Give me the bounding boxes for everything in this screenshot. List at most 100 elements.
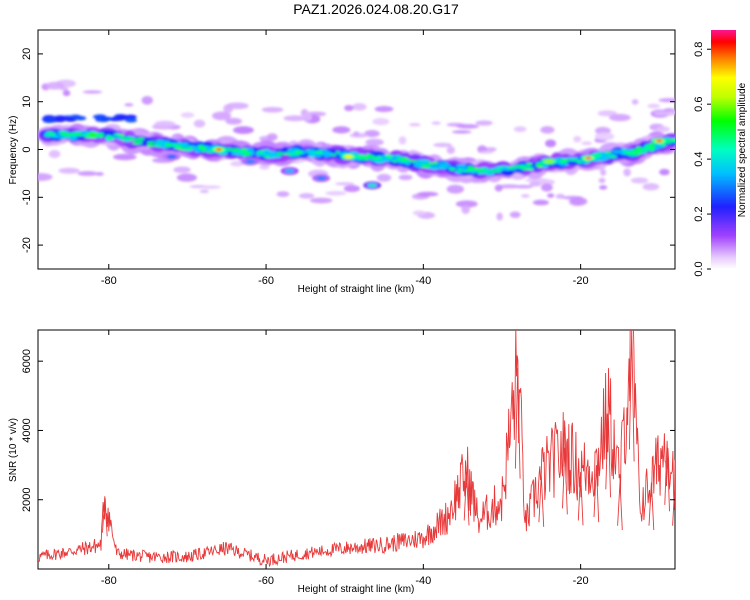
spectrogram-noise-patch (332, 126, 351, 134)
spectrogram-noise-patch (261, 106, 284, 113)
spectrogram-noise-patch (496, 212, 503, 221)
spectrogram-noise-patch (581, 141, 593, 146)
spectrogram-noise-patch (199, 189, 209, 194)
spectrogram-ridge-cell (648, 143, 656, 146)
spectrogram-noise-patch (193, 119, 206, 128)
spectrogram-ridge-cell (427, 162, 434, 166)
spectrogram-x-ticks: -80 -60 -40 -20 (101, 30, 589, 287)
spectrogram-noise-patch (573, 135, 582, 143)
spectrogram-x-label: Height of straight line (km) (298, 284, 415, 295)
spectrogram-noise-patch (480, 150, 494, 154)
spectrogram-ridge-cell (391, 160, 398, 163)
spectrogram-noise-patch (398, 136, 407, 145)
snr-x-tick-label: -40 (415, 575, 431, 587)
spectrogram-noise-patch (456, 124, 479, 129)
spectrogram-noise-patch (372, 118, 390, 126)
spectrogram-ridge-cell (457, 168, 463, 172)
spectrogram-ridge-cell (644, 145, 651, 148)
spectrogram-noise-patch (642, 183, 660, 191)
spectrogram-y-tick-label: 10 (21, 96, 33, 108)
snr-series-line (38, 330, 675, 568)
spectrogram-hotspot (546, 160, 553, 163)
spectrogram-ridge-cell (240, 153, 248, 156)
spectrogram-x-tick-label: -80 (101, 275, 117, 287)
spectrogram-ridge-cell (147, 143, 153, 147)
spectrogram-noise-patch (599, 185, 608, 190)
spectrogram-ridge-cell (232, 148, 240, 151)
spectrogram-ridge-cell (497, 166, 504, 169)
spectrogram-noise-patch (154, 120, 176, 128)
spectrogram-x-tick-label: -60 (258, 275, 274, 287)
spectrogram-noise-patch (597, 110, 617, 117)
spectrogram-ridge-cell (293, 151, 302, 155)
spectrogram-ridge-cell (146, 141, 157, 144)
spectrogram-noise-patch (513, 184, 534, 189)
spectrogram-noise-patch (343, 185, 361, 193)
spectrogram-noise-patch (232, 126, 254, 134)
spectrogram-ridge-cell (525, 162, 533, 166)
spectrogram-ridge-cell (650, 145, 656, 150)
spectrogram-ridge-cell (68, 136, 78, 140)
spectrogram-noise-patch (325, 190, 347, 196)
spectrogram-noise-patch (653, 110, 674, 116)
spectrogram-noise-patch (352, 103, 367, 111)
spectrogram-ridge-cell (281, 152, 291, 155)
spectrogram-side-spot (316, 176, 327, 181)
colorbar-ticks: 0.0 0.2 0.4 0.6 0.8 (693, 42, 711, 277)
snr-x-ticks: -80 -60 -40 -20 (101, 330, 589, 587)
spectrogram-ridge-cell (175, 146, 183, 150)
spectrogram-ridge-cell (288, 152, 294, 156)
spectrogram-ridge-cell (604, 151, 613, 155)
snr-x-label: Height of straight line (km) (298, 584, 415, 595)
spectrogram-ridge-cell (521, 167, 529, 171)
spectrogram-y-ticks: -20 -10 0 10 20 (21, 48, 675, 253)
spectrogram-noise-patch (353, 131, 360, 137)
spectrogram-ridge-cell (385, 154, 391, 158)
spectrogram-ridge-cell (60, 131, 66, 134)
spectrogram-noise-patch (230, 160, 244, 167)
snr-y-tick-label: 6000 (21, 349, 33, 373)
spectrogram-ridge-cell (276, 151, 284, 155)
spectrogram-noise-patch (283, 115, 307, 122)
spectrogram-upper-band (116, 114, 129, 119)
spectrogram-noise-patch (334, 182, 355, 186)
spectrogram-ridge-cell (113, 133, 121, 137)
spectrogram-hotspot (215, 148, 222, 151)
snr-x-tick-label: -20 (573, 575, 589, 587)
spectrogram-ridge-cell (371, 157, 380, 160)
snr-y-tick-label: 2000 (21, 487, 33, 511)
spectrogram-noise-patch (276, 191, 290, 198)
spectrogram-ridge-cell (488, 170, 498, 173)
spectrogram-x-tick-label: -20 (573, 275, 589, 287)
snr-x-tick-label: -60 (258, 575, 274, 587)
spectrogram-ridge-cell (263, 155, 271, 158)
spectrogram-noise-patch (45, 81, 65, 90)
spectrogram-noise-patch (475, 120, 493, 126)
spectrogram-side-spot (367, 183, 378, 188)
spectrogram-ridge-cell (508, 166, 515, 170)
spectrogram-noise-patch (609, 113, 631, 122)
spectrogram-ridge-cell (106, 135, 112, 139)
figure-title: PAZ1.2026.024.08.20.G17 (293, 1, 459, 17)
spectrogram-noise-patch (365, 138, 384, 146)
spectrogram-noise-patch (529, 181, 542, 187)
spectrogram-ridge-cell (240, 148, 248, 152)
spectrogram-ridge-cell (171, 144, 180, 147)
spectrogram-noise-patch (259, 164, 270, 170)
spectrogram-ridge-cell (256, 150, 265, 154)
spectrogram-ridge-cell (186, 147, 193, 151)
spectrogram-ridge-cell (61, 133, 68, 137)
snr-frame (37, 329, 676, 570)
spectrogram-ridge-cell (137, 137, 145, 141)
colorbar-tick-label: 0.8 (693, 42, 705, 57)
snr-y-ticks: 2000 4000 6000 (21, 349, 675, 512)
spectrogram-ridge-cell (201, 149, 207, 152)
spectrogram-y-tick-label: -10 (21, 189, 33, 205)
spectrogram-ridge-cell (594, 153, 603, 156)
spectrogram-noise-patch (631, 99, 639, 105)
spectrogram-ridge-cell (430, 165, 439, 171)
spectrogram-ridge-cell (632, 149, 638, 153)
spectrogram-noise-patch (376, 173, 392, 182)
spectrogram-ridge-cell (440, 165, 448, 170)
